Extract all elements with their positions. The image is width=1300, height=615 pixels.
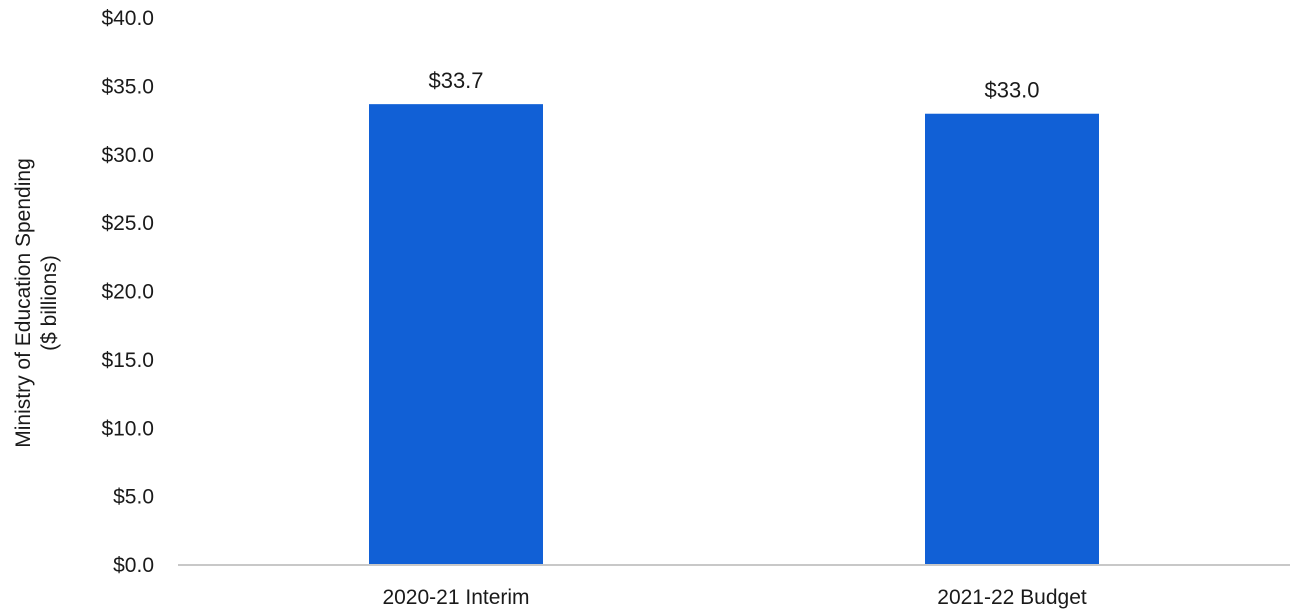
data-label: $33.0 xyxy=(984,78,1039,103)
y-tick-label: $5.0 xyxy=(113,486,154,509)
y-tick-label: $25.0 xyxy=(101,212,154,235)
y-tick-label: $10.0 xyxy=(101,417,154,440)
x-category-label: 2021-22 Budget xyxy=(937,586,1087,609)
bars xyxy=(369,104,1099,565)
y-tick-label: $30.0 xyxy=(101,144,154,167)
bar xyxy=(925,113,1099,565)
y-axis-title-line-1: Ministry of Education Spending xyxy=(12,158,35,448)
data-labels: $33.7 $33.0 xyxy=(428,68,1039,103)
y-axis-title-line-2: ($ billions) xyxy=(38,255,61,351)
x-axis-category-labels: 2020-21 Interim 2021-22 Budget xyxy=(382,586,1086,609)
bar xyxy=(369,104,543,565)
y-tick-label: $15.0 xyxy=(101,349,154,372)
y-tick-label: $20.0 xyxy=(101,281,154,304)
data-label: $33.7 xyxy=(428,68,483,93)
y-axis-tick-labels: $0.0 $5.0 $10.0 $15.0 $20.0 $25.0 $30.0 $35.0 $4… xyxy=(101,7,154,577)
y-tick-label: $35.0 xyxy=(101,75,154,98)
y-tick-label: $40.0 xyxy=(101,7,154,30)
y-axis-title: Ministry of Education Spending ($ billio… xyxy=(12,158,61,448)
y-tick-label: $0.0 xyxy=(113,554,154,577)
x-category-label: 2020-21 Interim xyxy=(382,586,529,609)
